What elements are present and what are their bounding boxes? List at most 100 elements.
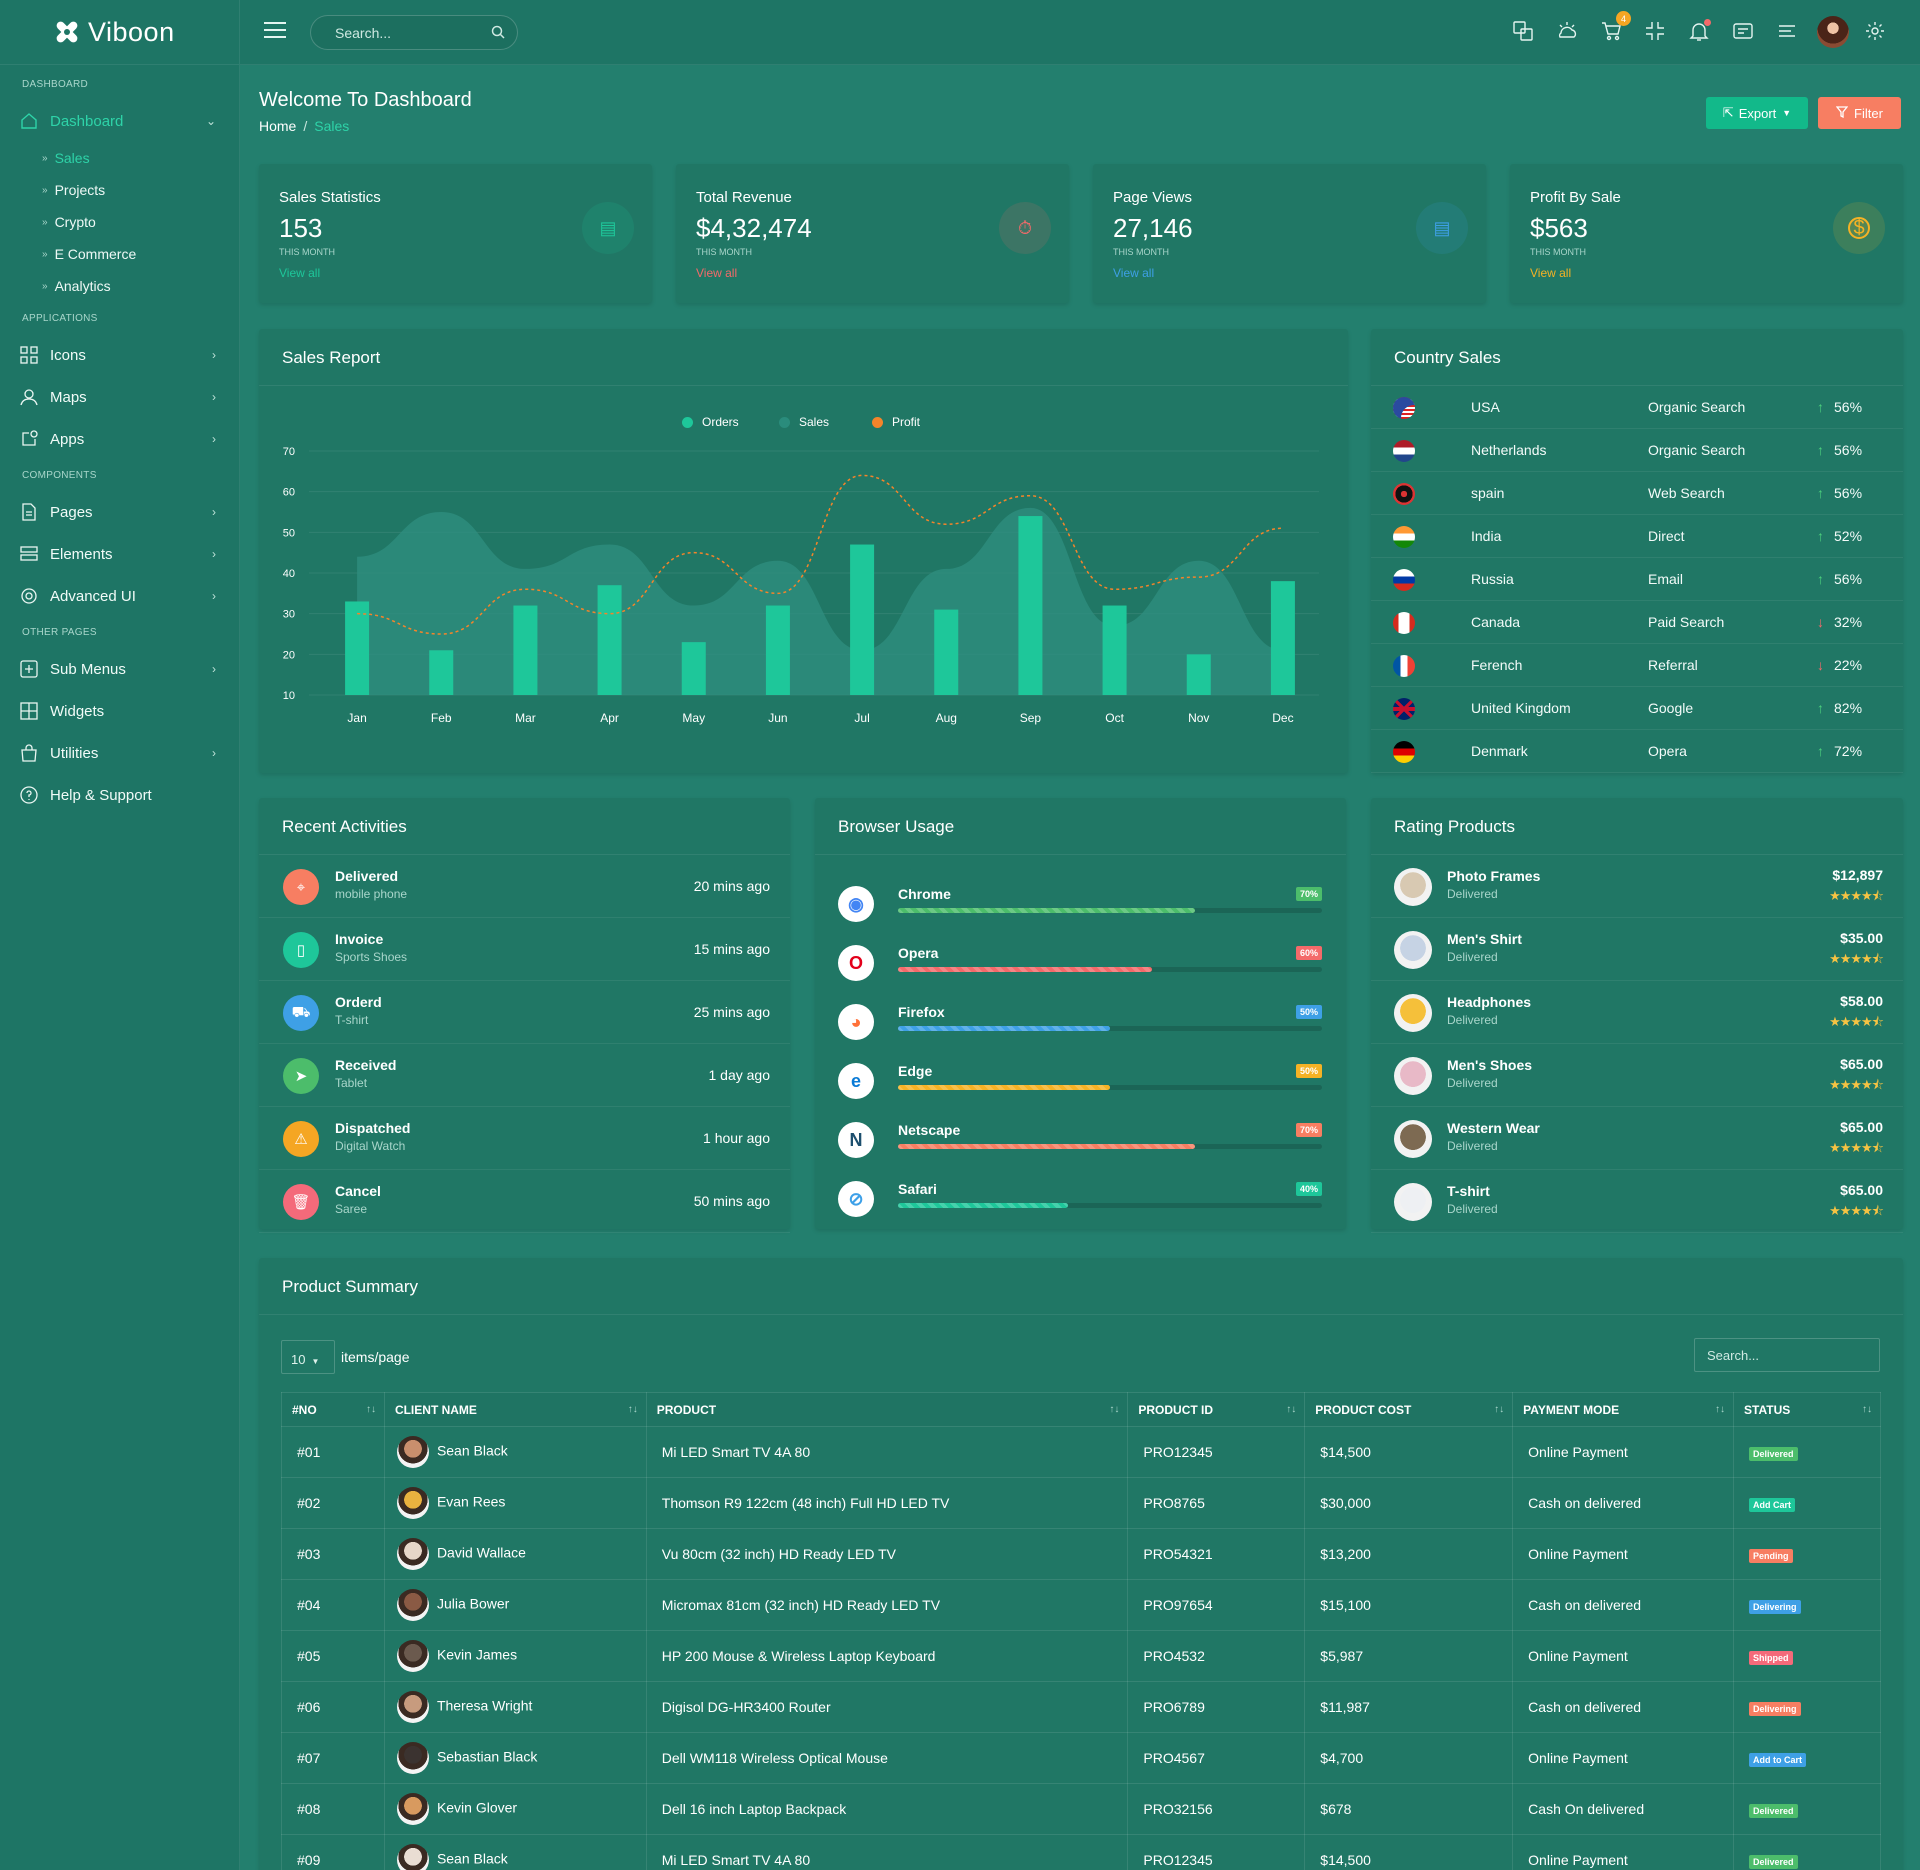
column-header[interactable]: #NO ↑↓ bbox=[281, 1392, 385, 1427]
column-header[interactable]: PAYMENT MODE ↑↓ bbox=[1512, 1392, 1735, 1427]
export-button[interactable]: ⇱ Export ▼ bbox=[1706, 97, 1808, 129]
per-page-select[interactable]: 10 ▼ bbox=[281, 1340, 335, 1374]
translate-icon[interactable] bbox=[1512, 20, 1534, 42]
country-row[interactable]: USA Organic Search ↑ 56% bbox=[1371, 386, 1903, 429]
column-header[interactable]: PRODUCT ID ↑↓ bbox=[1127, 1392, 1306, 1427]
bar-orders[interactable] bbox=[681, 642, 706, 695]
legend-label: Orders bbox=[702, 415, 739, 429]
product-row[interactable]: Western Wear Delivered $65.00 ★★★★⯪ bbox=[1371, 1107, 1903, 1170]
sidebar-item-icons[interactable]: Icons › bbox=[0, 340, 240, 370]
view-all-link[interactable]: View all bbox=[1113, 266, 1155, 280]
table-row[interactable]: #03 David Wallace Vu 80cm (32 inch) HD Rea… bbox=[281, 1528, 1881, 1580]
sort-icon[interactable]: ↑↓ bbox=[1715, 1404, 1726, 1415]
logo[interactable]: Viboon bbox=[0, 0, 239, 65]
table-cell-client: Julia Bower bbox=[383, 1579, 647, 1631]
bar-orders[interactable] bbox=[597, 585, 622, 695]
table-search[interactable] bbox=[1694, 1338, 1880, 1372]
product-row[interactable]: Men's Shirt Delivered $35.00 ★★★★⯪ bbox=[1371, 918, 1903, 981]
activity-row[interactable]: ⌖ Delivered mobile phone 20 mins ago bbox=[259, 855, 790, 918]
table-row[interactable]: #04 Julia Bower Micromax 81cm (32 inch) HD… bbox=[281, 1579, 1881, 1631]
sidebar-item-advanced-ui[interactable]: Advanced UI › bbox=[0, 581, 240, 611]
activity-row[interactable]: ▯ Invoice Sports Shoes 15 mins ago bbox=[259, 918, 790, 981]
bar-orders[interactable] bbox=[934, 609, 959, 695]
table-row[interactable]: #07 Sebastian Black Dell WM118 Wireless Op… bbox=[281, 1732, 1881, 1784]
sidebar-item-help[interactable]: Help & Support bbox=[0, 780, 240, 810]
collapse-icon[interactable] bbox=[1644, 20, 1666, 42]
gear-icon[interactable] bbox=[1864, 20, 1886, 42]
sidebar-item-pages[interactable]: Pages › bbox=[0, 497, 240, 527]
country-row[interactable]: Russia Email ↑ 56% bbox=[1371, 558, 1903, 601]
legend-sales[interactable]: Sales bbox=[779, 415, 829, 429]
product-row[interactable]: Men's Shoes Delivered $65.00 ★★★★⯪ bbox=[1371, 1044, 1903, 1107]
sort-icon[interactable]: ↑↓ bbox=[1109, 1404, 1120, 1415]
sidebar-item-maps[interactable]: Maps › bbox=[0, 382, 240, 412]
table-search-input[interactable] bbox=[1707, 1347, 1867, 1363]
sort-icon[interactable]: ↑↓ bbox=[1494, 1404, 1505, 1415]
product-row[interactable]: Headphones Delivered $58.00 ★★★★⯪ bbox=[1371, 981, 1903, 1044]
sidebar-item-apps[interactable]: Apps › bbox=[0, 424, 240, 454]
table-row[interactable]: #01 Sean Black Mi LED Smart TV 4A 80 PRO123… bbox=[281, 1426, 1881, 1478]
search-input[interactable] bbox=[335, 24, 485, 41]
sort-icon[interactable]: ↑↓ bbox=[1862, 1404, 1872, 1415]
product-row[interactable]: T-shirt Delivered $65.00 ★★★★⯪ bbox=[1371, 1170, 1903, 1233]
sidebar-item-dashboard[interactable]: Dashboard ⌄ bbox=[0, 106, 240, 136]
table-row[interactable]: #06 Theresa Wright Digisol DG-HR3400 Route… bbox=[281, 1681, 1881, 1733]
theme-icon[interactable] bbox=[1556, 20, 1578, 42]
country-row[interactable]: spain Web Search ↑ 56% bbox=[1371, 472, 1903, 515]
column-header[interactable]: CLIENT NAME ↑↓ bbox=[383, 1392, 647, 1427]
menu-toggle-icon[interactable] bbox=[264, 22, 286, 40]
bar-orders[interactable] bbox=[1018, 516, 1043, 695]
sort-icon[interactable]: ↑↓ bbox=[627, 1404, 638, 1415]
bar-orders[interactable] bbox=[765, 605, 790, 695]
bar-orders[interactable] bbox=[513, 605, 538, 695]
sidebar-item-utilities[interactable]: Utilities › bbox=[0, 738, 240, 768]
sort-icon[interactable]: ↑↓ bbox=[365, 1404, 376, 1415]
country-row[interactable]: Ferench Referral ↓ 22% bbox=[1371, 644, 1903, 687]
bar-orders[interactable] bbox=[1186, 654, 1211, 695]
sort-icon[interactable]: ↑↓ bbox=[1286, 1404, 1297, 1415]
filter-button[interactable]: Filter bbox=[1818, 97, 1901, 129]
view-all-link[interactable]: View all bbox=[1530, 266, 1572, 280]
country-row[interactable]: Denmark Opera ↑ 72% bbox=[1371, 730, 1903, 773]
bar-orders[interactable] bbox=[850, 544, 875, 695]
country-row[interactable]: United Kingdom Google ↑ 82% bbox=[1371, 687, 1903, 730]
user-avatar[interactable] bbox=[1817, 16, 1849, 48]
activity-row[interactable]: ⛟ Orderd T-shirt 25 mins ago bbox=[259, 981, 790, 1044]
activity-row[interactable]: 🗑 Cancel Saree 50 mins ago bbox=[259, 1170, 790, 1233]
column-header[interactable]: PRODUCT ↑↓ bbox=[645, 1392, 1129, 1427]
list-icon[interactable] bbox=[1776, 20, 1798, 42]
activity-row[interactable]: ➤ Received Tablet 1 day ago bbox=[259, 1044, 790, 1107]
bell-icon[interactable] bbox=[1688, 19, 1711, 42]
sidebar-subitem-projects[interactable]: Projects bbox=[42, 179, 106, 201]
table-row[interactable]: #02 Evan Rees Thomson R9 122cm (48 inch) F… bbox=[281, 1477, 1881, 1529]
sidebar-subitem-sales[interactable]: Sales bbox=[42, 147, 90, 169]
bar-orders[interactable] bbox=[1102, 605, 1127, 695]
bar-orders[interactable] bbox=[345, 601, 370, 695]
product-row[interactable]: Photo Frames Delivered $12,897 ★★★★⯪ bbox=[1371, 855, 1903, 918]
activity-row[interactable]: ⚠ Dispatched Digital Watch 1 hour ago bbox=[259, 1107, 790, 1170]
sidebar-item-widgets[interactable]: Widgets bbox=[0, 696, 240, 726]
search-field[interactable] bbox=[310, 15, 518, 50]
view-all-link[interactable]: View all bbox=[696, 266, 738, 280]
cart-icon[interactable]: 4 bbox=[1600, 11, 1631, 42]
legend-orders[interactable]: Orders bbox=[682, 415, 739, 429]
sidebar-subitem-crypto[interactable]: Crypto bbox=[42, 211, 96, 233]
sidebar-item-sub-menus[interactable]: Sub Menus › bbox=[0, 654, 240, 684]
country-row[interactable]: India Direct ↑ 52% bbox=[1371, 515, 1903, 558]
country-row[interactable]: Netherlands Organic Search ↑ 56% bbox=[1371, 429, 1903, 472]
view-all-link[interactable]: View all bbox=[279, 266, 321, 280]
table-row[interactable]: #09 Sean Black Mi LED Smart TV 4A 80 PRO123… bbox=[281, 1834, 1881, 1870]
table-row[interactable]: #05 Kevin James HP 200 Mouse & Wireless La… bbox=[281, 1630, 1881, 1682]
breadcrumb-home[interactable]: Home bbox=[259, 118, 297, 134]
bar-orders[interactable] bbox=[1270, 581, 1295, 695]
column-header[interactable]: PRODUCT COST ↑↓ bbox=[1304, 1392, 1514, 1427]
message-icon[interactable] bbox=[1732, 20, 1754, 42]
sidebar-subitem-ecommerce[interactable]: E Commerce bbox=[42, 243, 137, 265]
bar-orders[interactable] bbox=[429, 650, 454, 695]
table-row[interactable]: #08 Kevin Glover Dell 16 inch Laptop Backp… bbox=[281, 1783, 1881, 1835]
sidebar-item-elements[interactable]: Elements › bbox=[0, 539, 240, 569]
sidebar-subitem-analytics[interactable]: Analytics bbox=[42, 275, 111, 297]
legend-profit[interactable]: Profit bbox=[872, 415, 920, 429]
column-header[interactable]: STATUS ↑↓ bbox=[1733, 1392, 1881, 1427]
country-row[interactable]: Canada Paid Search ↓ 32% bbox=[1371, 601, 1903, 644]
